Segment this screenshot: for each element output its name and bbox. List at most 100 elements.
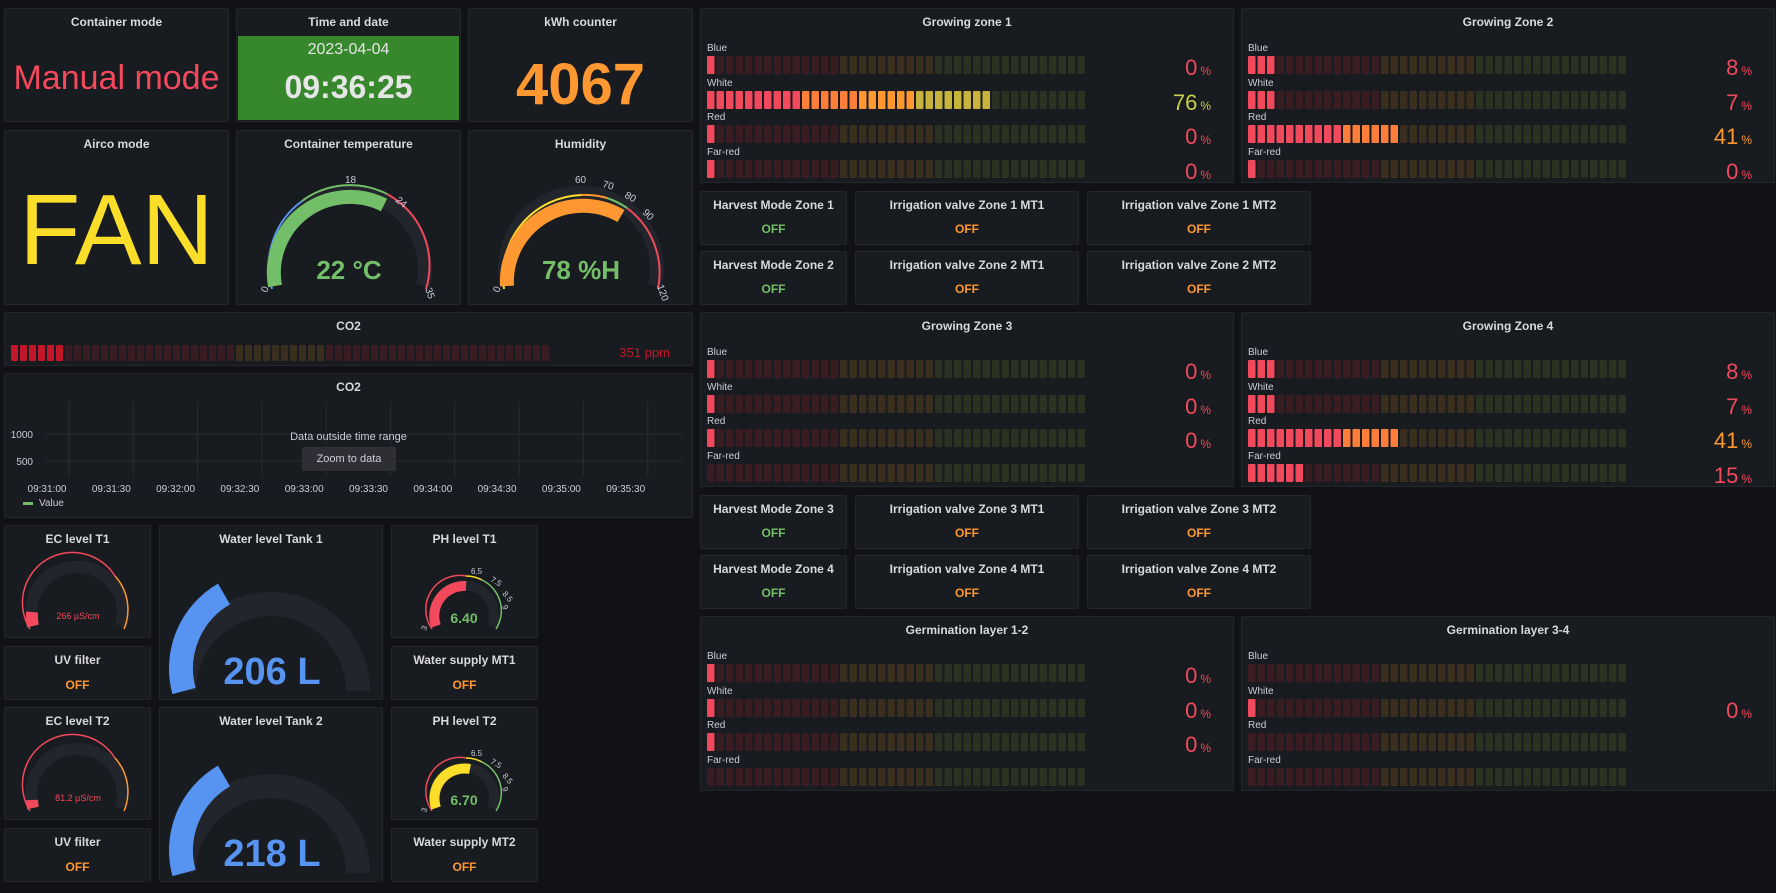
channel-percent: 7% xyxy=(1726,90,1752,116)
led-segment xyxy=(1618,664,1626,682)
channel-percent: 0% xyxy=(1185,359,1211,385)
led-segment xyxy=(811,159,819,178)
led-segment xyxy=(878,125,886,143)
led-segment xyxy=(1609,159,1617,178)
co2-led-segment xyxy=(281,345,288,361)
led-segment xyxy=(1001,125,1009,143)
led-segment xyxy=(1533,360,1541,378)
led-segment xyxy=(1267,463,1275,482)
led-segment xyxy=(811,767,819,786)
led-segment xyxy=(830,159,838,178)
led-bar xyxy=(707,698,1085,717)
legend[interactable]: Value xyxy=(23,498,64,509)
led-segment xyxy=(707,463,715,482)
led-segment xyxy=(745,733,753,751)
led-segment xyxy=(1599,125,1607,143)
led-segment xyxy=(868,56,876,74)
led-segment xyxy=(1276,394,1284,413)
co2-led-segment xyxy=(47,345,54,361)
co2-led-segment xyxy=(344,345,351,361)
led-segment xyxy=(1001,463,1009,482)
led-segment xyxy=(764,159,772,178)
led-segment xyxy=(1020,159,1028,178)
led-segment xyxy=(1343,463,1351,482)
led-segment xyxy=(1438,733,1446,751)
led-segment xyxy=(954,125,962,143)
led-segment xyxy=(1523,159,1531,178)
led-segment xyxy=(792,698,800,717)
led-bar xyxy=(707,90,1085,109)
led-segment xyxy=(830,394,838,413)
led-segment xyxy=(868,463,876,482)
led-segment xyxy=(1447,698,1455,717)
led-segment xyxy=(944,767,952,786)
channel-label: Far-red xyxy=(707,146,740,158)
ec-value: 81.2 µS/cm xyxy=(55,793,101,803)
led-segment xyxy=(1020,394,1028,413)
co2-led-segment xyxy=(488,345,495,361)
led-segment xyxy=(1485,125,1493,143)
panel-title: EC level T2 xyxy=(45,714,110,728)
gauge-threshold-red xyxy=(425,756,467,812)
led-segment xyxy=(916,394,924,413)
co2-led-bar xyxy=(11,345,549,361)
led-segment xyxy=(868,125,876,143)
status-state: OFF xyxy=(1187,282,1211,296)
no-data-message: Data outside time range xyxy=(290,431,407,443)
led-segment xyxy=(1419,394,1427,413)
led-segment xyxy=(1571,56,1579,74)
led-segment xyxy=(925,56,933,74)
led-segment xyxy=(1533,767,1541,786)
led-segment xyxy=(1257,125,1265,143)
light-zone-panel: Growing Zone 2 Blue 8% White 7% Red 41% Far-red… xyxy=(1241,8,1775,184)
led-segment xyxy=(1371,698,1379,717)
led-segment xyxy=(1314,90,1322,109)
panel-title: Growing Zone 3 xyxy=(921,319,1013,333)
led-segment xyxy=(1447,429,1455,447)
led-segment xyxy=(1409,429,1417,447)
channel-percent: 0% xyxy=(1185,698,1211,724)
led-segment xyxy=(992,394,1000,413)
led-segment xyxy=(1381,664,1389,682)
led-segment xyxy=(840,429,848,447)
gauge-tick-label: 70 xyxy=(601,179,615,193)
led-segment xyxy=(1248,56,1256,74)
led-segment xyxy=(754,159,762,178)
led-segment xyxy=(1495,360,1503,378)
led-segment xyxy=(1561,664,1569,682)
led-segment xyxy=(1324,56,1332,74)
gauge-tick-label: 35 xyxy=(422,286,436,301)
led-segment xyxy=(1514,664,1522,682)
channel-label: Far-red xyxy=(1248,450,1281,462)
led-segment xyxy=(849,90,857,109)
led-segment xyxy=(1476,394,1484,413)
gauge-threshold-green xyxy=(481,761,503,812)
led-segment xyxy=(1504,360,1512,378)
led-segment xyxy=(1390,56,1398,74)
led-segment xyxy=(1248,360,1256,378)
led-segment xyxy=(1409,767,1417,786)
led-segment xyxy=(1419,90,1427,109)
led-segment xyxy=(897,463,905,482)
zoom-to-data-button[interactable]: Zoom to data xyxy=(302,447,396,471)
led-segment xyxy=(1552,698,1560,717)
led-segment xyxy=(1400,733,1408,751)
led-segment xyxy=(1324,394,1332,413)
led-segment xyxy=(1609,733,1617,751)
led-segment xyxy=(1495,159,1503,178)
led-segment xyxy=(1618,698,1626,717)
panel-title: Irrigation valve Zone 3 MT1 xyxy=(889,502,1045,516)
led-segment xyxy=(773,733,781,751)
co2-led-segment xyxy=(452,345,459,361)
co2-led-segment xyxy=(380,345,387,361)
led-segment xyxy=(1248,767,1256,786)
led-segment xyxy=(1618,159,1626,178)
gauge-threshold-yellow xyxy=(465,757,483,763)
led-segment xyxy=(764,698,772,717)
led-segment xyxy=(1371,767,1379,786)
led-segment xyxy=(1390,698,1398,717)
led-segment xyxy=(1438,360,1446,378)
status-panel: Harvest Mode Zone 3 OFF xyxy=(700,495,847,549)
led-segment xyxy=(859,394,867,413)
percent-unit: % xyxy=(1741,706,1752,721)
